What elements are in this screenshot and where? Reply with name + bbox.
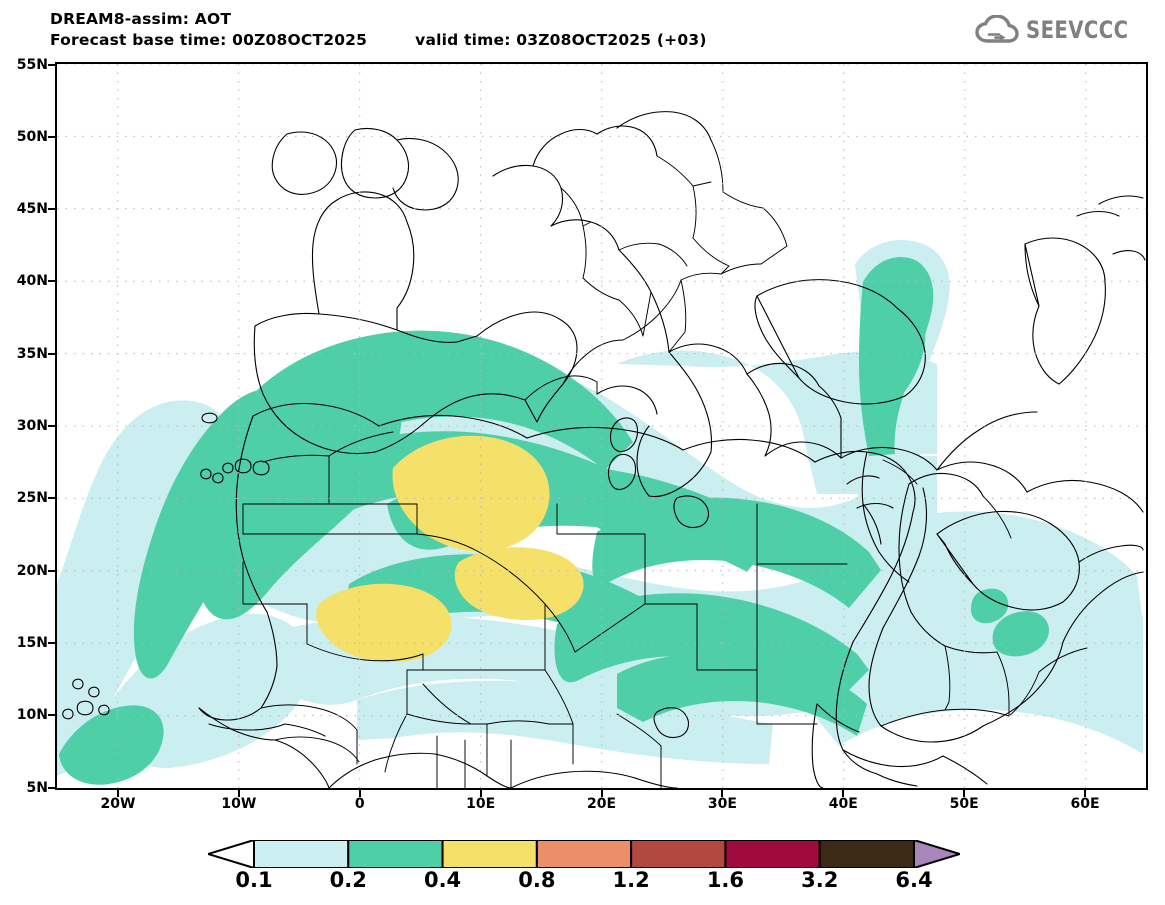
x-axis-tick [600,789,603,797]
y-axis-label: 55N [16,56,48,73]
valid-time-label: valid time: 03Z08OCT2025 (+03) [415,31,707,49]
y-axis-label: 35N [16,345,48,362]
time-title: Forecast base time: 00Z08OCT2025 valid ti… [50,30,707,51]
x-axis-tick [358,789,361,797]
y-axis-label: 20N [16,562,48,579]
logo-text: SEEVCCC [1026,16,1129,44]
gridlines [57,64,1146,788]
x-axis-label: 60E [1070,796,1100,812]
y-axis-tick [48,569,56,572]
y-axis-tick [48,280,56,283]
y-axis-label: 40N [16,273,48,290]
x-axis-tick [842,789,845,797]
x-axis-label: 20W [100,796,136,812]
colorbar-swatch [630,840,727,868]
colorbar-tick-label: 3.2 [801,868,839,892]
y-axis-tick [48,352,56,355]
model-title: DREAM8-assim: AOT [50,10,232,28]
y-axis-label: 5N [26,779,48,796]
x-axis-tick [1084,789,1087,797]
y-axis-label: 10N [16,707,48,724]
y-axis-tick [48,425,56,427]
y-axis-tick [48,714,56,717]
x-axis-label: 10W [221,796,257,812]
aot-map [57,64,1146,788]
colorbar: 0.1 0.2 0.4 0.8 1.2 1.6 3.2 6.4 [0,836,1165,900]
x-axis-tick [479,789,482,797]
map-plot-area [55,62,1148,790]
colorbar-swatch [253,840,350,868]
x-axis-tick [116,789,119,797]
y-axis-tick [48,786,56,789]
x-axis-label: 50E [949,796,979,812]
colorbar-tick-label: 0.4 [423,868,462,892]
y-axis-tick [48,135,56,138]
x-axis-label: 10E [466,796,496,812]
colorbar-swatch [535,840,633,868]
colorbar-swatch [818,840,916,868]
y-axis-label: 30N [16,418,48,434]
y-axis-tick [48,641,56,644]
colorbar-tick-label: 1.2 [612,868,650,892]
x-axis-tick [237,789,240,797]
y-axis-tick [48,497,56,500]
coastlines [62,111,1146,788]
y-axis-tick [48,208,56,211]
x-axis-tick [963,789,966,797]
aot-band-0.4-0.8 [316,435,584,662]
seevccc-logo: SEEVCCC [975,12,1151,48]
colorbar-tick-label: 0.2 [329,868,367,892]
colorbar-swatch [347,840,444,868]
colorbar-swatch [724,840,821,868]
x-axis-tick [721,789,724,797]
x-axis-label: 40E [828,796,858,812]
colorbar-tick-label: 0.8 [518,868,556,892]
colorbar-tick-label: 6.4 [895,868,933,892]
colorbar-swatches [208,840,960,868]
y-axis-label: 15N [16,634,48,651]
colorbar-tick-label: 0.1 [235,868,273,892]
colorbar-tick-label: 1.6 [706,868,745,892]
colorbar-under-arrow [208,840,255,868]
title-block: DREAM8-assim: AOT Forecast base time: 00… [50,9,707,51]
base-time-label: Forecast base time: 00Z08OCT2025 [50,31,368,49]
x-axis-label: 20E [586,796,617,812]
colorbar-over-arrow [913,840,960,868]
y-axis-label: 25N [16,490,48,507]
colorbar-swatch [441,840,538,868]
x-axis-label: 0 [354,796,365,812]
chart-header: DREAM8-assim: AOT Forecast base time: 00… [0,0,1165,58]
y-axis-label: 45N [16,201,48,218]
x-axis-label: 30E [707,796,737,812]
y-axis-tick [48,63,56,66]
cloud-icon [975,15,1019,43]
y-axis-label: 50N [16,128,48,145]
